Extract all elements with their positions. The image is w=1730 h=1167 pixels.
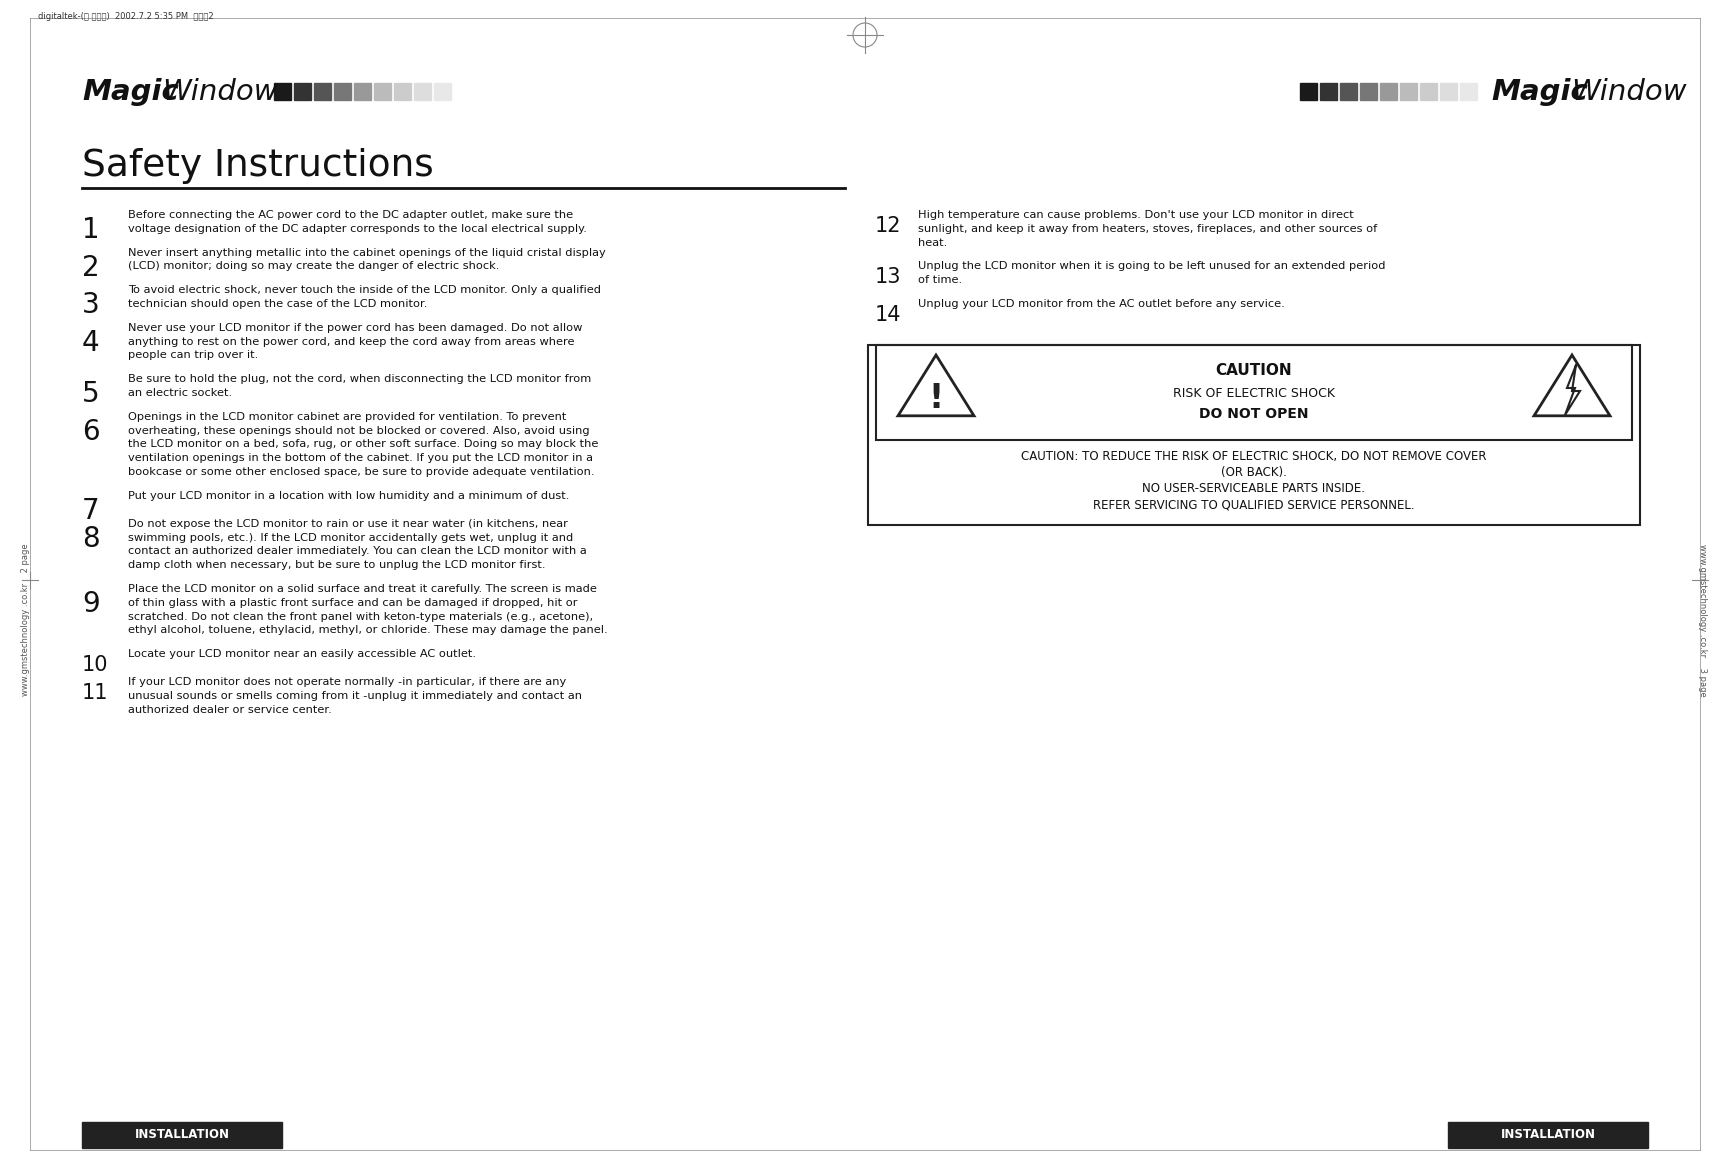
Text: Be sure to hold the plug, not the cord, when disconnecting the LCD monitor from: Be sure to hold the plug, not the cord, … (128, 375, 592, 384)
Text: heat.: heat. (917, 238, 946, 247)
Bar (875, 345, 1631, 440)
Text: overheating, these openings should not be blocked or covered. Also, avoid using: overheating, these openings should not b… (128, 426, 590, 435)
Bar (1379, 83, 1396, 100)
Text: 5: 5 (81, 380, 100, 408)
Bar (1299, 83, 1317, 100)
Text: damp cloth when necessary, but be sure to unplug the LCD monitor first.: damp cloth when necessary, but be sure t… (128, 560, 545, 571)
Bar (355, 83, 370, 100)
Text: (LCD) monitor; doing so may create the danger of electric shock.: (LCD) monitor; doing so may create the d… (128, 261, 498, 272)
Text: 9: 9 (81, 591, 100, 619)
Text: sunlight, and keep it away from heaters, stoves, fireplaces, and other sources o: sunlight, and keep it away from heaters,… (917, 224, 1377, 233)
Text: DO NOT OPEN: DO NOT OPEN (1199, 407, 1308, 421)
Text: 2: 2 (81, 253, 100, 281)
Text: 11: 11 (81, 683, 109, 704)
Text: voltage designation of the DC adapter corresponds to the local electrical supply: voltage designation of the DC adapter co… (128, 224, 586, 233)
Bar (434, 83, 452, 100)
Bar (1360, 83, 1375, 100)
Text: CAUTION: TO REDUCE THE RISK OF ELECTRIC SHOCK, DO NOT REMOVE COVER: CAUTION: TO REDUCE THE RISK OF ELECTRIC … (1021, 450, 1486, 463)
Text: If your LCD monitor does not operate normally -in particular, if there are any: If your LCD monitor does not operate nor… (128, 677, 566, 687)
Bar (1419, 83, 1436, 100)
Text: unusual sounds or smells coming from it -unplug it immediately and contact an: unusual sounds or smells coming from it … (128, 691, 581, 701)
Text: the LCD monitor on a bed, sofa, rug, or other soft surface. Doing so may block t: the LCD monitor on a bed, sofa, rug, or … (128, 440, 599, 449)
Text: an electric socket.: an electric socket. (128, 387, 232, 398)
Bar (334, 83, 351, 100)
Text: Do not expose the LCD monitor to rain or use it near water (in kitchens, near: Do not expose the LCD monitor to rain or… (128, 519, 567, 529)
Bar (394, 83, 410, 100)
Text: of time.: of time. (917, 275, 962, 285)
Text: 14: 14 (874, 305, 901, 324)
Text: REFER SERVICING TO QUALIFIED SERVICE PERSONNEL.: REFER SERVICING TO QUALIFIED SERVICE PER… (1093, 498, 1413, 511)
Text: Window: Window (1571, 78, 1685, 106)
Text: authorized dealer or service center.: authorized dealer or service center. (128, 705, 332, 715)
Text: INSTALLATION: INSTALLATION (1500, 1128, 1595, 1141)
Text: Place the LCD monitor on a solid surface and treat it carefully. The screen is m: Place the LCD monitor on a solid surface… (128, 584, 597, 594)
Bar (867, 345, 1638, 525)
Text: 7: 7 (81, 497, 100, 525)
Text: To avoid electric shock, never touch the inside of the LCD monitor. Only a quali: To avoid electric shock, never touch the… (128, 285, 600, 295)
Text: (OR BACK).: (OR BACK). (1220, 466, 1285, 478)
Text: 4: 4 (81, 329, 100, 357)
Text: of thin glass with a plastic front surface and can be damaged if dropped, hit or: of thin glass with a plastic front surfa… (128, 598, 578, 608)
Bar (81, 1121, 282, 1148)
Text: Never insert anything metallic into the cabinet openings of the liquid cristal d: Never insert anything metallic into the … (128, 247, 606, 258)
Text: people can trip over it.: people can trip over it. (128, 350, 258, 361)
Text: Unplug your LCD monitor from the AC outlet before any service.: Unplug your LCD monitor from the AC outl… (917, 299, 1284, 309)
Bar (413, 83, 431, 100)
Bar (313, 83, 330, 100)
Text: ethyl alcohol, toluene, ethylacid, methyl, or chloride. These may damage the pan: ethyl alcohol, toluene, ethylacid, methy… (128, 626, 607, 635)
Text: Never use your LCD monitor if the power cord has been damaged. Do not allow: Never use your LCD monitor if the power … (128, 323, 581, 333)
Bar (374, 83, 391, 100)
Text: anything to rest on the power cord, and keep the cord away from areas where: anything to rest on the power cord, and … (128, 336, 574, 347)
Text: Unplug the LCD monitor when it is going to be left unused for an extended period: Unplug the LCD monitor when it is going … (917, 261, 1384, 272)
Text: 10: 10 (81, 655, 109, 676)
Text: Before connecting the AC power cord to the DC adapter outlet, make sure the: Before connecting the AC power cord to t… (128, 210, 573, 221)
Text: 6: 6 (81, 418, 100, 446)
Text: Magic: Magic (81, 78, 178, 106)
Text: technician should open the case of the LCD monitor.: technician should open the case of the L… (128, 299, 427, 309)
Text: Safety Instructions: Safety Instructions (81, 148, 434, 184)
Text: 3: 3 (81, 292, 100, 320)
Bar (1448, 1121, 1647, 1148)
Text: RISK OF ELECTRIC SHOCK: RISK OF ELECTRIC SHOCK (1173, 387, 1334, 400)
Text: CAUTION: CAUTION (1214, 363, 1292, 378)
Text: ventilation openings in the bottom of the cabinet. If you put the LCD monitor in: ventilation openings in the bottom of th… (128, 453, 593, 463)
Bar (273, 83, 291, 100)
Text: Magic: Magic (1490, 78, 1586, 106)
Bar (1400, 83, 1417, 100)
Text: Openings in the LCD monitor cabinet are provided for ventilation. To prevent: Openings in the LCD monitor cabinet are … (128, 412, 566, 421)
Text: !: ! (927, 382, 943, 414)
Bar (294, 83, 311, 100)
Bar (1439, 83, 1457, 100)
Text: Put your LCD monitor in a location with low humidity and a minimum of dust.: Put your LCD monitor in a location with … (128, 491, 569, 501)
Text: 8: 8 (81, 525, 100, 553)
Text: contact an authorized dealer immediately. You can clean the LCD monitor with a: contact an authorized dealer immediately… (128, 546, 586, 557)
Text: www.gmstechnology .co.kr    2 page: www.gmstechnology .co.kr 2 page (21, 544, 31, 697)
Bar (1458, 83, 1476, 100)
Text: swimming pools, etc.). If the LCD monitor accidentally gets wet, unplug it and: swimming pools, etc.). If the LCD monito… (128, 532, 573, 543)
Text: 12: 12 (874, 216, 901, 236)
Text: Window: Window (163, 78, 277, 106)
Text: digitaltek-(영 문내지)  2002.7.2 5:35 PM  페이지2: digitaltek-(영 문내지) 2002.7.2 5:35 PM 페이지2 (38, 12, 213, 21)
Text: Locate your LCD monitor near an easily accessible AC outlet.: Locate your LCD monitor near an easily a… (128, 649, 476, 659)
Text: INSTALLATION: INSTALLATION (135, 1128, 230, 1141)
Text: NO USER-SERVICEABLE PARTS INSIDE.: NO USER-SERVICEABLE PARTS INSIDE. (1142, 482, 1365, 495)
Text: High temperature can cause problems. Don't use your LCD monitor in direct: High temperature can cause problems. Don… (917, 210, 1353, 221)
Text: scratched. Do not clean the front panel with keton-type materials (e.g., acetone: scratched. Do not clean the front panel … (128, 612, 593, 622)
Bar (1320, 83, 1336, 100)
Text: www.gmstechnology .co.kr    3 page: www.gmstechnology .co.kr 3 page (1697, 544, 1706, 697)
Text: bookcase or some other enclosed space, be sure to provide adequate ventilation.: bookcase or some other enclosed space, b… (128, 467, 593, 477)
Text: 13: 13 (874, 267, 901, 287)
Bar (1339, 83, 1356, 100)
Text: 1: 1 (81, 216, 100, 244)
